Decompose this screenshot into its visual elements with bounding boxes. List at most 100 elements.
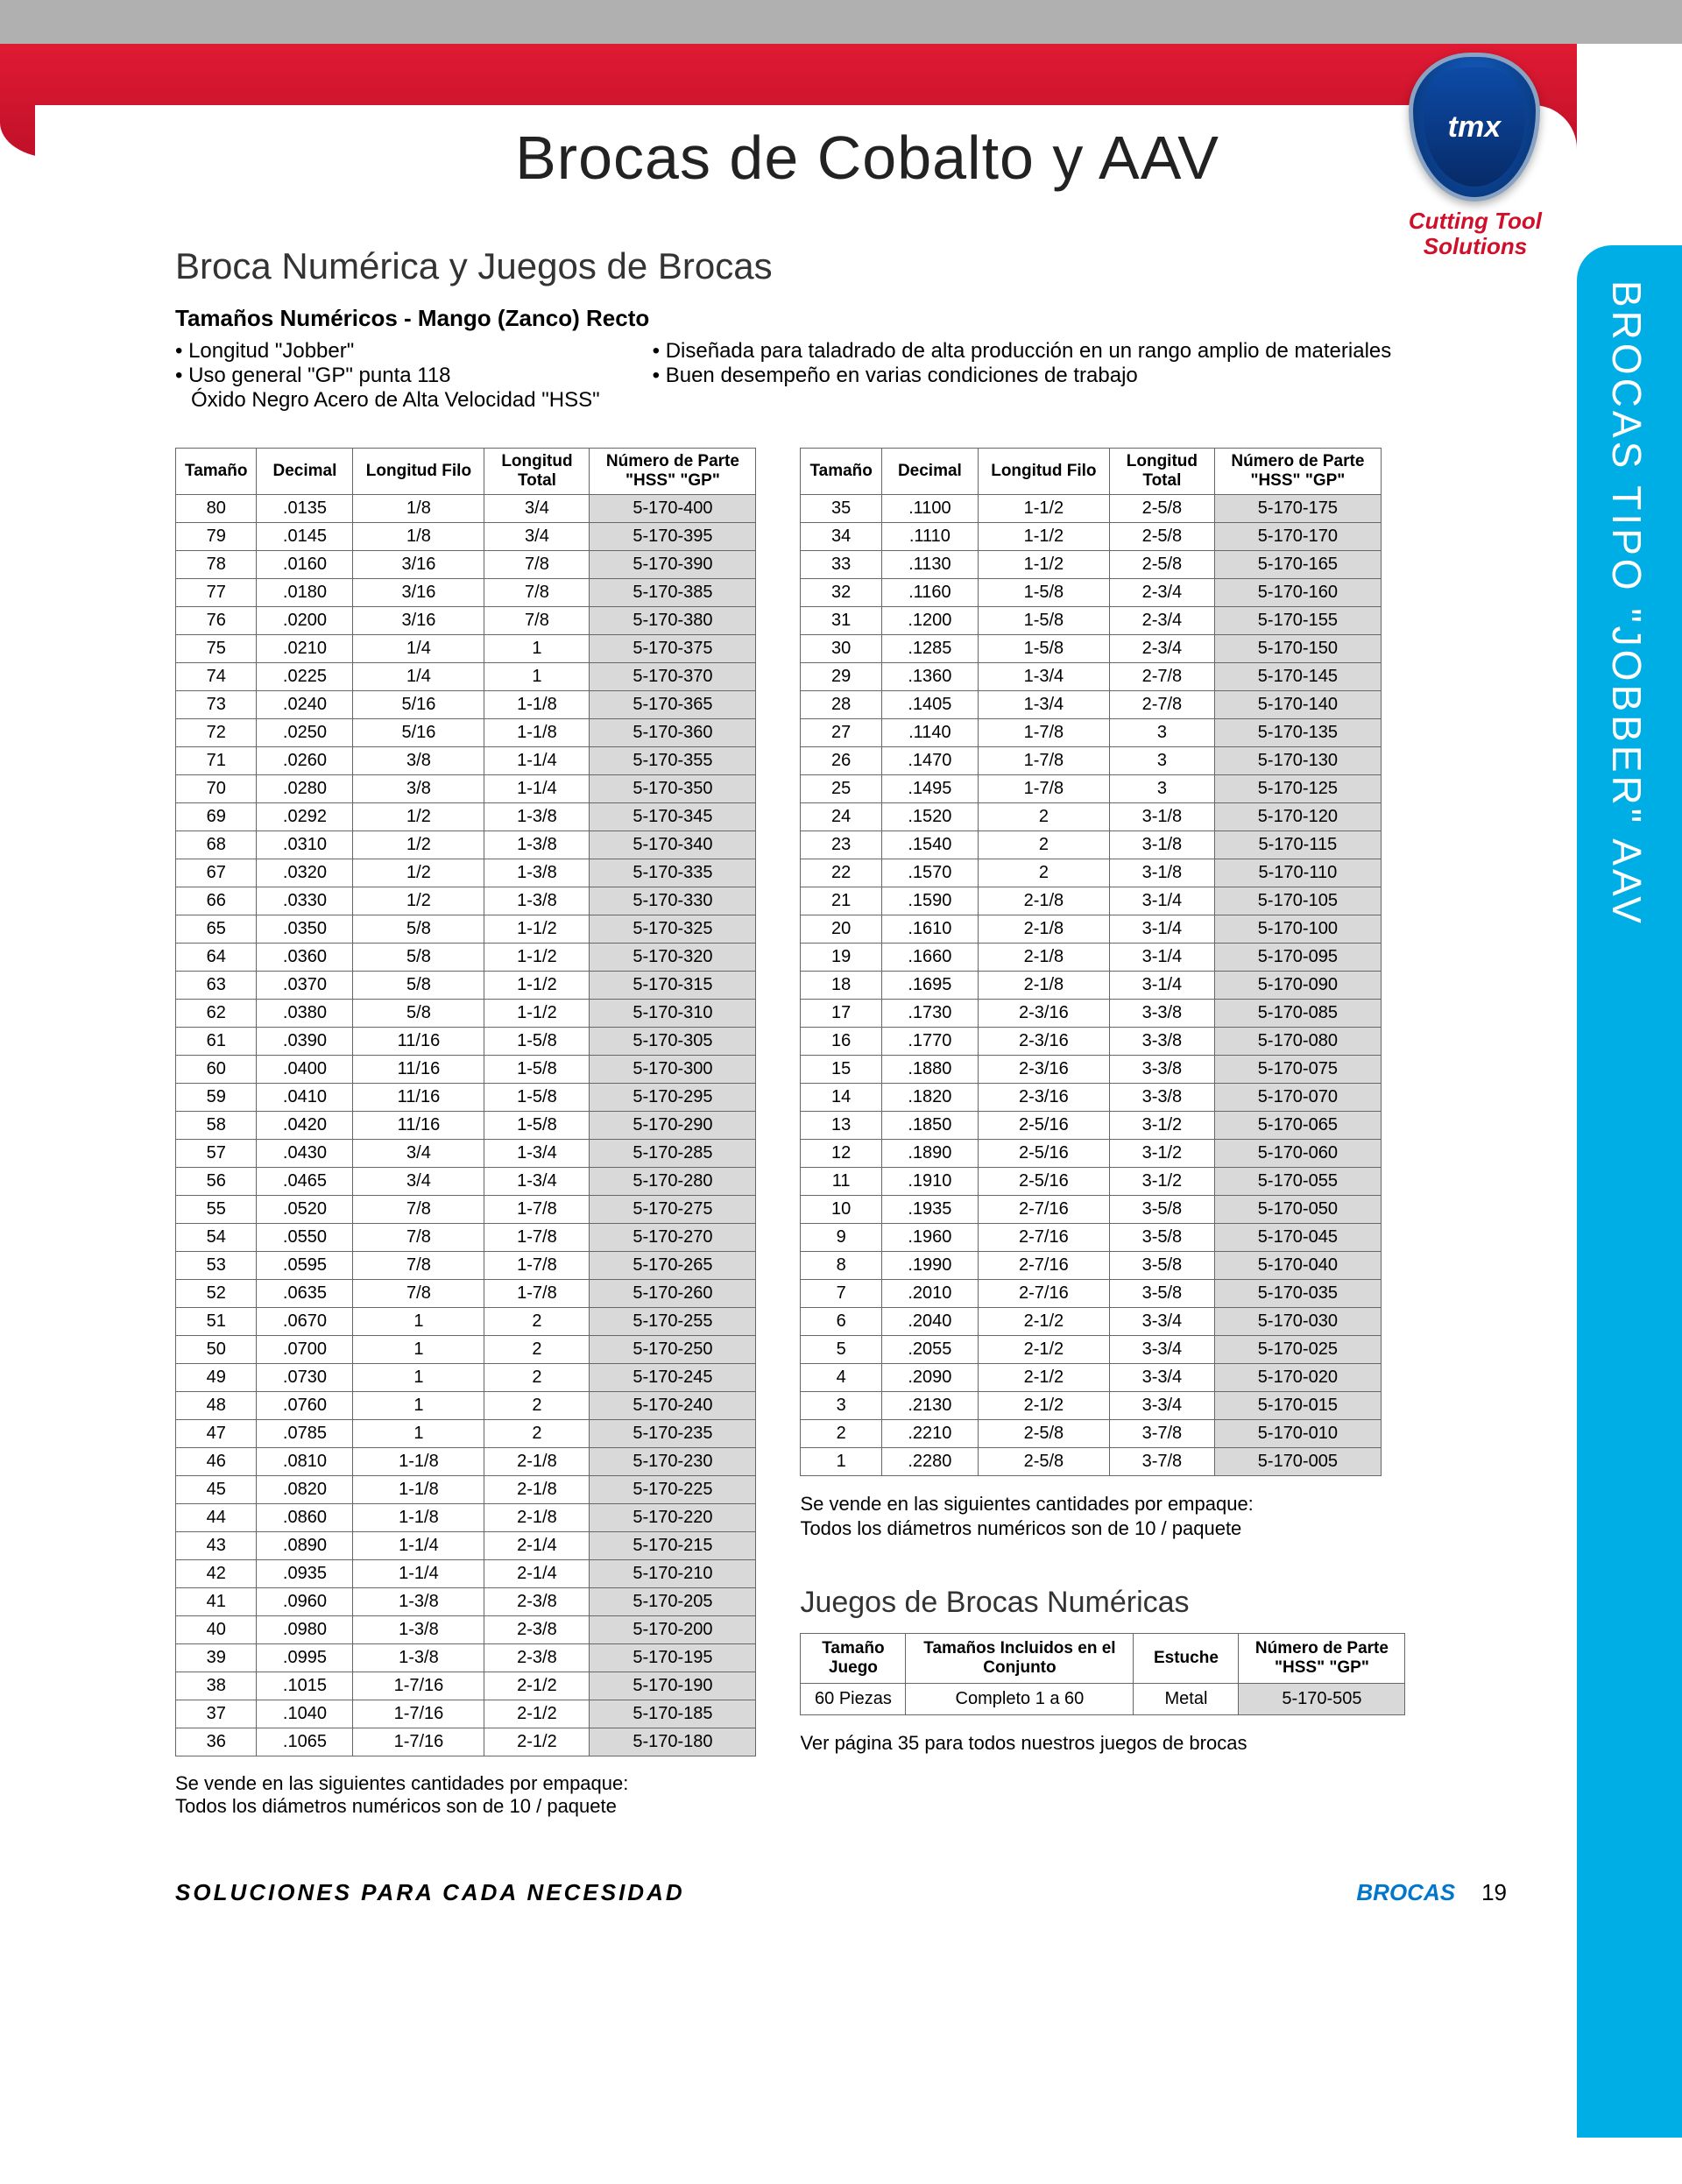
table-cell: 77 (176, 578, 257, 606)
table-cell: 63 (176, 971, 257, 999)
table-cell: 1-7/8 (978, 774, 1109, 802)
table-cell: 5-170-345 (590, 802, 756, 830)
table-cell: 3-3/4 (1109, 1335, 1214, 1363)
table-cell: 2-1/4 (484, 1531, 590, 1559)
table-cell: 5-170-325 (590, 915, 756, 943)
table-cell: 2-3/16 (978, 1027, 1109, 1055)
table-cell: 1-1/2 (978, 550, 1109, 578)
table-cell: 3-1/4 (1109, 915, 1214, 943)
table-cell: .1850 (881, 1111, 978, 1139)
table-cell: 1-1/2 (484, 999, 590, 1027)
table-cell: 5-170-180 (590, 1728, 756, 1756)
table-cell: .1610 (881, 915, 978, 943)
table-cell: 17 (801, 999, 881, 1027)
sets-th-tam: Tamaño Juego (801, 1633, 906, 1683)
table-cell: 23 (801, 830, 881, 859)
table-cell: 21 (801, 887, 881, 915)
table-cell: .1015 (257, 1672, 353, 1700)
table-row: 76.02003/167/85-170-380 (176, 606, 756, 634)
table-cell: .1990 (881, 1251, 978, 1279)
table-cell: 13 (801, 1111, 881, 1139)
table-row: 71.02603/81-1/45-170-355 (176, 746, 756, 774)
left-table-block: Tamaño Decimal Longitud Filo Longitud To… (175, 448, 756, 1818)
table-cell: 1/4 (353, 662, 484, 690)
table-cell: 37 (176, 1700, 257, 1728)
table-cell: 29 (801, 662, 881, 690)
table-cell: .0240 (257, 690, 353, 718)
shield-icon: tmx (1409, 53, 1540, 201)
table-cell: 1 (353, 1307, 484, 1335)
table-cell: 12 (801, 1139, 881, 1167)
table-cell: 5-170-145 (1214, 662, 1381, 690)
table-cell: 5/16 (353, 690, 484, 718)
table-row: 68.03101/21-3/85-170-340 (176, 830, 756, 859)
table-cell: 5-170-370 (590, 662, 756, 690)
table-cell: .0890 (257, 1531, 353, 1559)
table-row: 74.02251/415-170-370 (176, 662, 756, 690)
table-row: 62.03805/81-1/25-170-310 (176, 999, 756, 1027)
table-cell: 7/8 (484, 578, 590, 606)
note-line-1b: Se vende en las siguientes cantidades po… (800, 1492, 1524, 1517)
table-cell: 1-3/8 (484, 859, 590, 887)
table-cell: .0960 (257, 1587, 353, 1615)
table-cell: 1-1/4 (353, 1559, 484, 1587)
table-cell: 5-170-195 (590, 1643, 756, 1672)
table-cell: .0260 (257, 746, 353, 774)
table-cell: 5-170-400 (590, 494, 756, 522)
table-cell: 5-170-100 (1214, 915, 1381, 943)
table-row: 50.0700125-170-250 (176, 1335, 756, 1363)
table-cell: 1-3/4 (978, 662, 1109, 690)
table-cell: 5-170-335 (590, 859, 756, 887)
table-cell: 3-1/8 (1109, 802, 1214, 830)
table-cell: 2-7/8 (1109, 662, 1214, 690)
table-cell: 5-170-265 (590, 1251, 756, 1279)
table-cell: .0700 (257, 1335, 353, 1363)
table-cell: 76 (176, 606, 257, 634)
table-cell: 5-170-025 (1214, 1335, 1381, 1363)
table-cell: 3/4 (484, 494, 590, 522)
table-cell: 5-170-320 (590, 943, 756, 971)
table-cell: 5-170-055 (1214, 1167, 1381, 1195)
table-cell: 5-170-190 (590, 1672, 756, 1700)
table-cell: 5-170-275 (590, 1195, 756, 1223)
table-cell: 5-170-075 (1214, 1055, 1381, 1083)
table-cell: 5-170-135 (1214, 718, 1381, 746)
table-row: 45.08201-1/82-1/85-170-225 (176, 1475, 756, 1503)
table-row: 61.039011/161-5/85-170-305 (176, 1027, 756, 1055)
table-cell: 8 (801, 1251, 881, 1279)
table-cell: .0292 (257, 802, 353, 830)
table-row: 59.041011/161-5/85-170-295 (176, 1083, 756, 1111)
table-cell: 2 (484, 1335, 590, 1363)
table-row: 23.154023-1/85-170-115 (801, 830, 1381, 859)
table-cell: 5-170-140 (1214, 690, 1381, 718)
page-title: Brocas de Cobalto y AAV (210, 123, 1524, 193)
table-cell: 1 (353, 1419, 484, 1447)
table-row: 79.01451/83/45-170-395 (176, 522, 756, 550)
table-cell: .2040 (881, 1307, 978, 1335)
table-cell: 5-170-360 (590, 718, 756, 746)
table-cell: .0390 (257, 1027, 353, 1055)
table-cell: 2-5/8 (1109, 494, 1214, 522)
table-cell: 1/8 (353, 522, 484, 550)
bullets-left: Longitud "Jobber"Uso general "GP" punta … (175, 339, 600, 413)
table-cell: 5-170-015 (1214, 1391, 1381, 1419)
table-row: 16.17702-3/163-3/85-170-080 (801, 1027, 1381, 1055)
table-cell: .0225 (257, 662, 353, 690)
table-cell: 3-7/8 (1109, 1447, 1214, 1475)
th-dec: Decimal (257, 449, 353, 495)
sets-table: Tamaño Juego Tamaños Incluidos en el Con… (800, 1633, 1405, 1715)
table-cell: 1-5/8 (978, 634, 1109, 662)
table-cell: 1/4 (353, 634, 484, 662)
table-row: 52.06357/81-7/85-170-260 (176, 1279, 756, 1307)
sets-td: Metal (1134, 1683, 1239, 1714)
table-row: 2.22102-5/83-7/85-170-010 (801, 1419, 1381, 1447)
table-cell: 3-1/4 (1109, 971, 1214, 999)
table-cell: 3-1/2 (1109, 1111, 1214, 1139)
table-cell: 5-170-200 (590, 1615, 756, 1643)
table-row: 5.20552-1/23-3/45-170-025 (801, 1335, 1381, 1363)
table-cell: 1 (353, 1363, 484, 1391)
table-cell: .1360 (881, 662, 978, 690)
side-tab: BROCAS TIPO "JOBBER" AAV (1577, 245, 1682, 2138)
table-cell: 1-3/8 (484, 887, 590, 915)
table-cell: .1285 (881, 634, 978, 662)
